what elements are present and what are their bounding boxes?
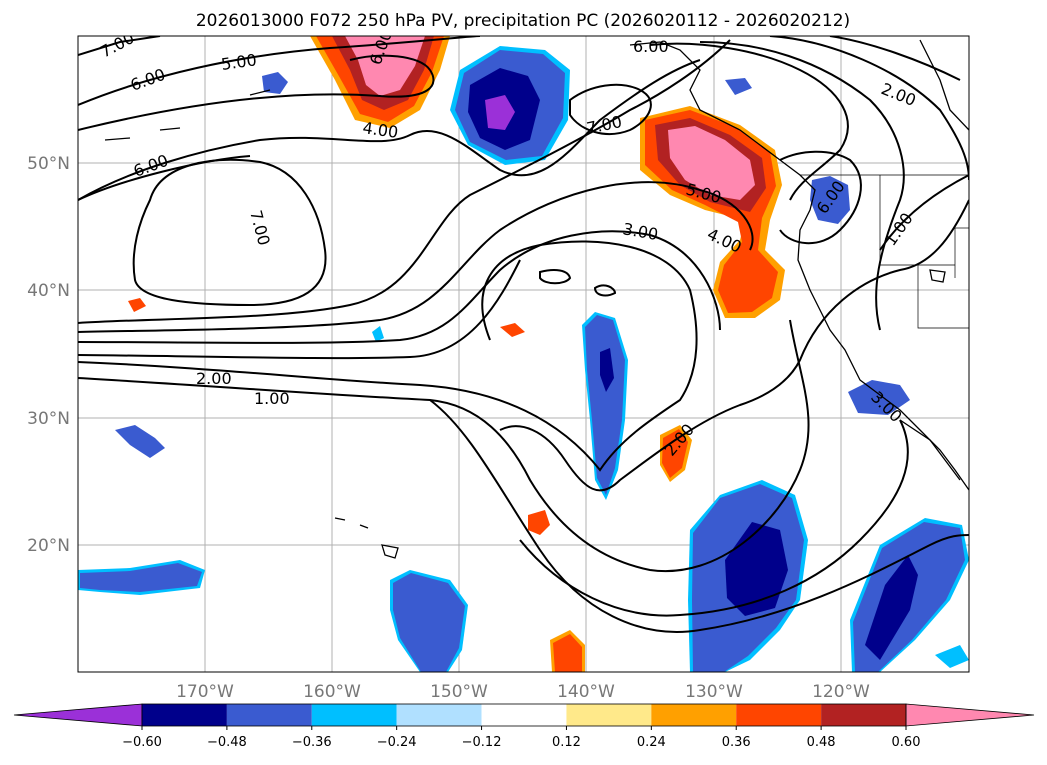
lat-label-50n: 50°N (27, 154, 70, 174)
colorbar-segment (142, 704, 227, 726)
contour-label: 1.00 (254, 389, 290, 408)
precip-positive-small (128, 298, 692, 672)
colorbar: −0.60 −0.48 −0.36 −0.24 −0.12 0.12 0.24 0.36 0.4… (13, 703, 1035, 750)
lat-label-40n: 40°N (27, 281, 70, 301)
coastline (104, 39, 969, 559)
colorbar-tick-label: −0.24 (377, 735, 417, 750)
colorbar-frame (141, 703, 907, 727)
colorbar-tick-label: 0.36 (722, 735, 751, 750)
lat-label-30n: 30°N (27, 409, 70, 429)
contour-label: 5.00 (220, 50, 258, 74)
colorbar-segment (396, 704, 482, 726)
colorbar-tick-label: 0.24 (637, 735, 666, 750)
colorbar-tick-label: −0.12 (462, 735, 502, 750)
lon-label-130w: 130°W (685, 682, 743, 702)
contour-label: 6.00 (633, 37, 669, 56)
figure-title: 2026013000 F072 250 hPa PV, precipitatio… (196, 11, 850, 31)
lat-labels: 50°N 40°N 30°N 20°N (27, 154, 70, 556)
lat-label-20n: 20°N (27, 536, 70, 556)
colorbar-segment (311, 704, 397, 726)
lon-labels: 170°W 160°W 150°W 140°W 130°W 120°W (176, 682, 870, 702)
colorbar-tick-label: −0.36 (292, 735, 332, 750)
colorbar-extend-min (13, 703, 143, 727)
map-area: 7.00 6.00 5.00 6.00 4.00 7.00 2.00 1.00 … (78, 36, 969, 672)
precip-positive-pnw (640, 106, 785, 318)
colorbar-segment (481, 704, 567, 726)
colorbar-tick-label: 0.48 (807, 735, 836, 750)
pv-contours (78, 36, 969, 633)
lon-label-170w: 170°W (176, 682, 234, 702)
colorbar-extend-max (905, 703, 1035, 727)
colorbar-tick-label: −0.48 (207, 735, 247, 750)
lon-label-160w: 160°W (303, 682, 361, 702)
colorbar-segment (226, 704, 312, 726)
lon-label-120w: 120°W (812, 682, 870, 702)
contour-label: 2.00 (196, 369, 232, 388)
colorbar-segment (821, 704, 906, 726)
colorbar-tick-label: 0.12 (552, 735, 581, 750)
colorbar-segment (566, 704, 652, 726)
map-frame (77, 35, 970, 673)
colorbar-tick-label: 0.60 (892, 735, 921, 750)
contour-label: 4.00 (361, 118, 399, 142)
colorbar-segment (651, 704, 737, 726)
lon-label-140w: 140°W (557, 682, 615, 702)
colorbar-segment (736, 704, 822, 726)
colorbar-tick-label: −0.60 (122, 735, 162, 750)
lon-label-150w: 150°W (430, 682, 488, 702)
